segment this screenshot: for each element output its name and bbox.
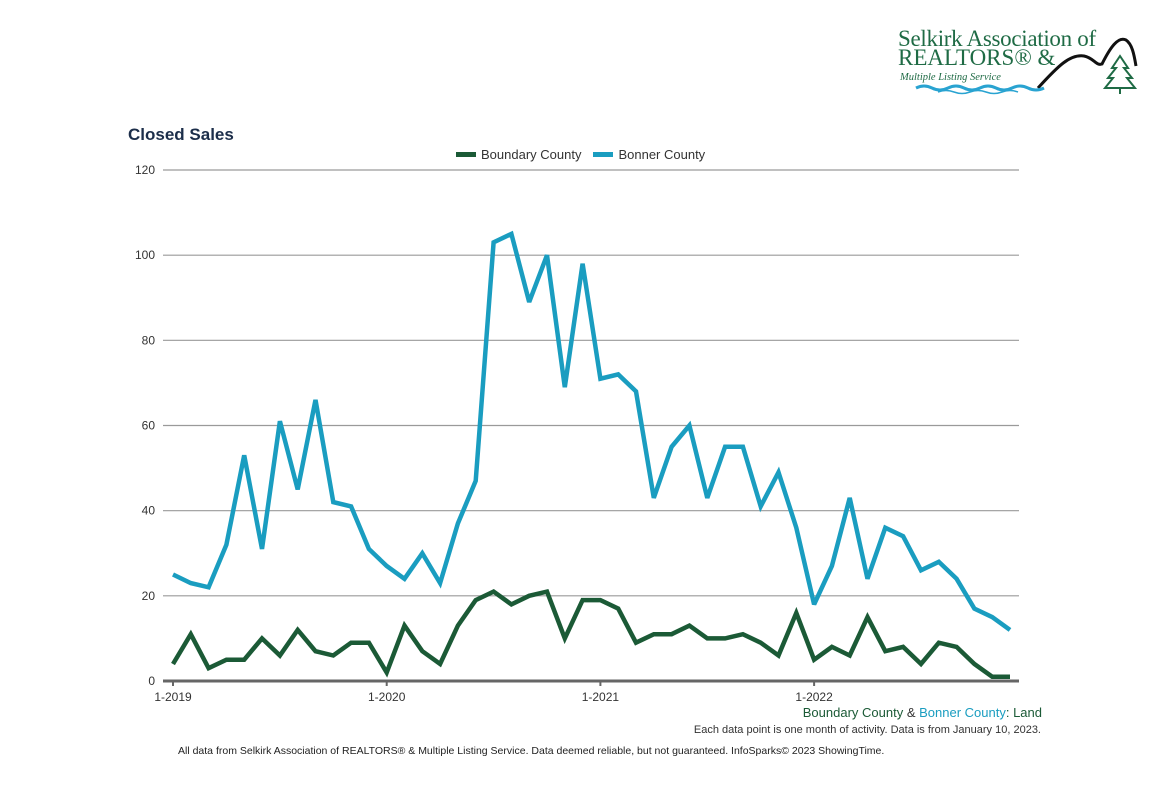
x-tick-label: 1-2022	[795, 690, 833, 704]
water-icon	[915, 84, 1045, 92]
mountain-icon	[1036, 37, 1138, 90]
y-tick-label: 100	[135, 248, 155, 262]
gridlines	[163, 169, 1019, 597]
tree-icon	[1102, 54, 1138, 94]
data-note: Each data point is one month of activity…	[693, 724, 1041, 736]
y-tick-label: 60	[142, 419, 156, 433]
logo: Selkirk Association of REALTORS® & Multi…	[898, 26, 1138, 98]
series-lines	[171, 230, 1012, 679]
legend-label-bonner: Bonner County	[618, 147, 706, 162]
x-tick-label: 1-2019	[154, 690, 192, 704]
chart-title: Closed Sales	[128, 125, 234, 144]
subtitle-amp: &	[903, 705, 920, 720]
y-tick-label: 0	[148, 674, 155, 688]
logo-line1: Selkirk Association of	[898, 26, 1096, 51]
legend-swatch-boundary	[456, 152, 476, 157]
series-line-bonner	[172, 230, 1012, 632]
subtitle-boundary: Boundary County	[802, 705, 904, 720]
y-axis-ticks: 0 20 40 60 80 100 120	[135, 163, 155, 688]
chart-subtitle: Boundary County & Bonner County: Land	[803, 705, 1042, 720]
y-tick-label: 40	[142, 504, 156, 518]
series-line-boundary	[171, 588, 1010, 679]
disclaimer: All data from Selkirk Association of REA…	[178, 745, 885, 757]
logo-graphic	[915, 37, 1138, 95]
y-tick-label: 120	[135, 163, 155, 177]
legend-swatch-bonner	[593, 152, 614, 157]
logo-line2: REALTORS® &	[898, 45, 1056, 70]
y-tick-label: 80	[142, 333, 156, 347]
legend-item-boundary: Boundary County	[456, 147, 581, 162]
legend-label-boundary: Boundary County	[481, 147, 582, 162]
x-axis: 1-2019 1-2020 1-2021 1-2022	[154, 679, 1019, 704]
legend: Boundary County Bonner County	[456, 147, 717, 162]
subtitle-land: : Land	[1005, 705, 1042, 720]
x-tick-label: 1-2020	[368, 690, 406, 704]
legend-item-bonner: Bonner County	[593, 147, 705, 162]
x-tick-label: 1-2021	[582, 690, 620, 704]
subtitle-bonner: Bonner County	[919, 705, 1006, 720]
water-icon-2	[937, 89, 1019, 95]
logo-line3: Multiple Listing Service	[900, 72, 1001, 83]
y-tick-label: 20	[142, 589, 156, 603]
